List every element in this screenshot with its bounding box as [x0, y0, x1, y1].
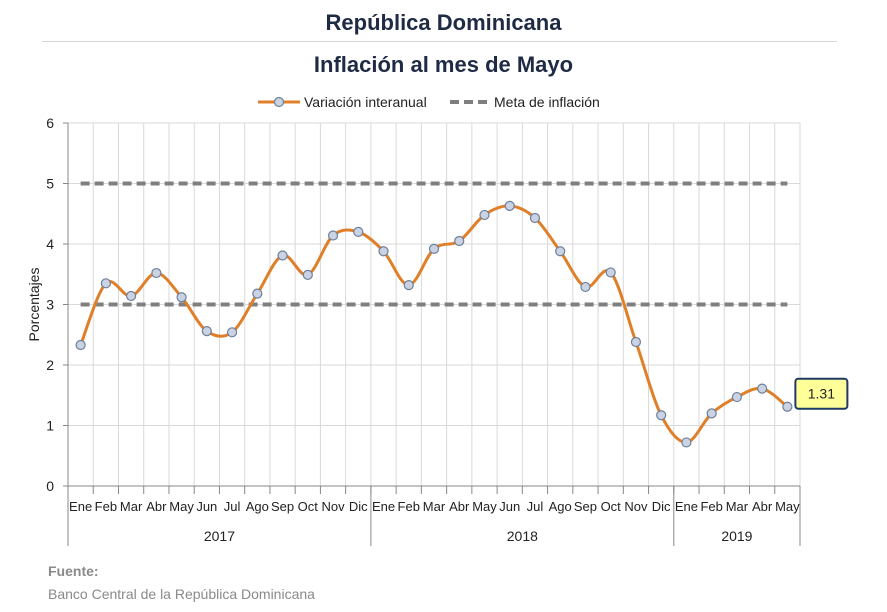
x-tick-label: Jun [499, 499, 520, 514]
x-tick-label: Nov [321, 499, 345, 514]
data-point [201, 326, 212, 337]
x-tick-label: Sep [574, 499, 597, 514]
data-point [302, 269, 313, 280]
x-tick-label: Oct [601, 499, 622, 514]
inflation-line-chart: Variación interanual Meta de inflación 0 1… [26, 94, 849, 546]
series-line [79, 204, 789, 444]
callout-value: 1.31 [808, 386, 835, 402]
data-point [176, 292, 187, 303]
series-variacion-interanual [75, 200, 793, 448]
data-point [706, 408, 717, 419]
x-tick-label: Ene [69, 499, 92, 514]
data-point [555, 246, 566, 257]
x-tick-label: Mar [726, 499, 749, 514]
x-tick-label: Jul [527, 499, 544, 514]
x-tick-label: Feb [398, 499, 420, 514]
x-tick-label: Mar [423, 499, 446, 514]
chart-title: República Dominicana [325, 10, 562, 35]
x-tick-label: May [472, 499, 497, 514]
y-tick-label: 2 [46, 357, 54, 373]
data-point [277, 250, 288, 261]
data-point [731, 391, 742, 403]
x-tick-label: Abr [146, 499, 167, 514]
x-tick-label: Feb [95, 499, 117, 514]
year-label: 2018 [507, 528, 538, 544]
last-value-callout: 1.31 [794, 377, 849, 410]
year-label: 2017 [204, 528, 235, 544]
data-point [630, 336, 642, 348]
data-point [378, 246, 389, 257]
x-tick-label: Abr [449, 499, 470, 514]
data-point [353, 226, 364, 237]
callout-box [794, 377, 849, 410]
x-tick-label: May [169, 499, 194, 514]
data-point [479, 209, 490, 221]
legend-label-meta: Meta de inflación [494, 94, 600, 110]
y-tick-label: 5 [46, 176, 54, 192]
x-tick-label: Jul [224, 499, 241, 514]
legend-label-variacion: Variación interanual [304, 94, 427, 110]
data-point [403, 280, 414, 291]
title-divider [42, 41, 837, 42]
data-point [126, 290, 137, 302]
target-band [80, 181, 788, 307]
x-tick-label: May [775, 499, 800, 514]
x-tick-label: Ago [549, 499, 572, 514]
x-tick-label: Dic [349, 499, 368, 514]
data-point [454, 235, 465, 247]
x-tick-label: Ene [372, 499, 395, 514]
data-point [681, 437, 692, 448]
x-tick-label: Feb [700, 499, 722, 514]
data-point [656, 410, 667, 421]
data-point [504, 200, 515, 211]
data-point [428, 243, 440, 254]
legend: Variación interanual Meta de inflación [258, 94, 600, 110]
y-axis-title: Porcentajes [26, 268, 42, 342]
y-tick-label: 3 [46, 297, 54, 313]
data-point [580, 281, 591, 293]
data-point [100, 278, 111, 289]
x-tick-label: Dic [652, 499, 671, 514]
x-tick-label: Jun [196, 499, 217, 514]
x-tick-label: Sep [271, 499, 294, 514]
legend-marker-variacion [273, 96, 285, 108]
data-point [605, 267, 616, 278]
source-text: Banco Central de la República Dominicana [48, 586, 315, 602]
data-point [529, 212, 541, 224]
data-point [782, 401, 793, 412]
x-tick-label: Abr [752, 499, 773, 514]
year-label: 2019 [721, 528, 752, 544]
x-tick-label: Mar [120, 499, 143, 514]
x-tick-label: Nov [624, 499, 648, 514]
y-tick-label: 1 [46, 418, 54, 434]
y-tick-label: 0 [46, 478, 54, 494]
x-tick-label: Ago [246, 499, 269, 514]
source-label: Fuente: [48, 563, 99, 579]
x-tick-label: Ene [675, 499, 698, 514]
x-tick-label: Oct [298, 499, 319, 514]
chart-subtitle: Inflación al mes de Mayo [313, 52, 574, 77]
data-point [757, 383, 768, 394]
data-point [327, 230, 339, 241]
y-tick-label: 4 [46, 236, 54, 252]
data-point [226, 327, 238, 338]
y-tick-label: 6 [46, 115, 54, 131]
data-point [252, 288, 263, 299]
data-point [75, 339, 86, 351]
data-point [151, 267, 162, 279]
